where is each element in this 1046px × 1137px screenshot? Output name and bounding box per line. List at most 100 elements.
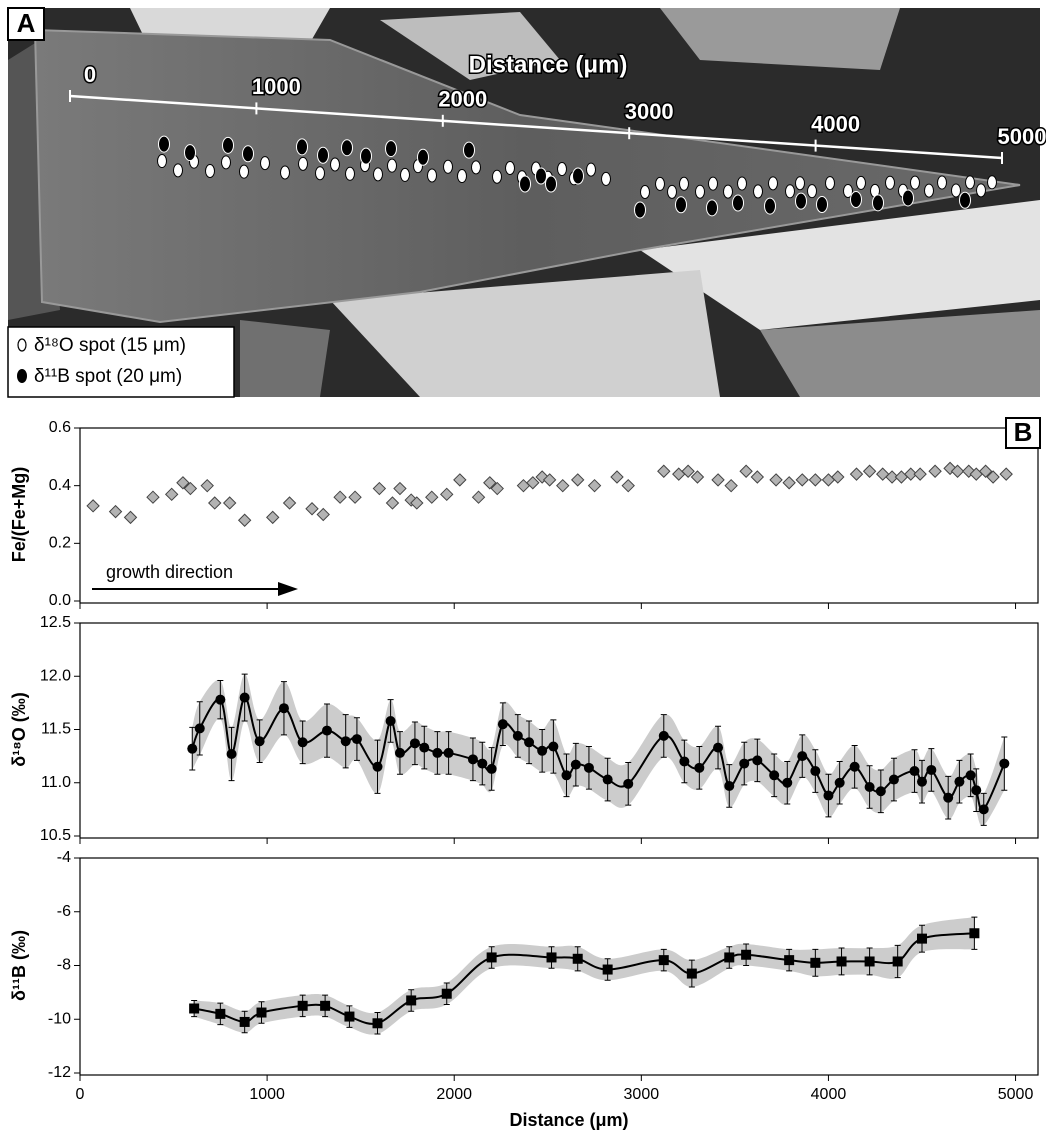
marker (679, 756, 689, 766)
y-tick-label: 12.0 (40, 667, 71, 684)
marker (267, 511, 279, 523)
y-tick-label: 0.2 (49, 535, 71, 552)
marker (87, 500, 99, 512)
x-tick-label: 0 (76, 1086, 85, 1103)
marker (865, 956, 875, 966)
marker (914, 468, 926, 480)
o-spot (316, 167, 325, 180)
y-tick-label: -12 (48, 1064, 71, 1081)
scale-label: 4000 (811, 111, 860, 136)
b-spot (536, 168, 547, 184)
marker (195, 723, 205, 733)
y-tick-label: 12.5 (40, 614, 71, 631)
marker (454, 474, 466, 486)
panel-label: A (17, 8, 36, 38)
y-axis-title: δ¹¹B (‰) (9, 930, 29, 1001)
marker (751, 471, 763, 483)
marker (239, 514, 251, 526)
o-spot (174, 164, 183, 177)
scale-label: 1000 (252, 74, 301, 99)
marker (147, 491, 159, 503)
o-spot (988, 176, 997, 189)
marker (725, 480, 737, 492)
o-spot (331, 158, 340, 171)
chart: 0.00.20.40.6Fe/(Fe+Mg)growth direction (9, 419, 1038, 609)
marker (865, 782, 875, 792)
marker (999, 759, 1009, 769)
marker (926, 765, 936, 775)
marker (477, 759, 487, 769)
marker (306, 503, 318, 515)
marker (386, 497, 398, 509)
marker (166, 488, 178, 500)
marker (783, 477, 795, 489)
marker (473, 491, 485, 503)
o-spot (401, 168, 410, 181)
b-spot (342, 140, 353, 156)
o-spot (724, 185, 733, 198)
marker (441, 488, 453, 500)
o-spot (668, 185, 677, 198)
marker (724, 952, 734, 962)
marker (406, 995, 416, 1005)
x-tick-label: 4000 (811, 1086, 847, 1103)
marker (557, 480, 569, 492)
marker (419, 743, 429, 753)
page: Distance (μm) A δ¹⁸O spot (15 μm) δ¹¹B s… (0, 0, 1046, 1137)
o-spot (558, 163, 567, 176)
scale-title: Distance (μm) (469, 51, 628, 78)
scale-label: 0 (84, 62, 96, 87)
marker (279, 703, 289, 713)
marker (659, 731, 669, 741)
marker (966, 770, 976, 780)
legend-label: δ¹¹B spot (20 μm) (34, 366, 182, 387)
o-spot (857, 176, 866, 189)
y-tick-label: -6 (57, 903, 71, 920)
marker (740, 465, 752, 477)
marker (201, 480, 213, 492)
marker (659, 955, 669, 965)
marker (694, 763, 704, 773)
marker (622, 480, 634, 492)
o-spot (240, 165, 249, 178)
marker (187, 744, 197, 754)
marker (623, 779, 633, 789)
o-spot (602, 172, 611, 185)
o-spot (472, 161, 481, 174)
marker (240, 693, 250, 703)
y-tick-label: 11.0 (41, 774, 71, 791)
marker (864, 465, 876, 477)
b-spot (635, 202, 646, 218)
marker (658, 465, 670, 477)
x-tick-label: 2000 (436, 1086, 472, 1103)
legend-icon (18, 339, 26, 351)
marker (741, 950, 751, 960)
o-spot (587, 163, 596, 176)
marker (712, 474, 724, 486)
marker (969, 928, 979, 938)
marker (752, 755, 762, 765)
marker (713, 743, 723, 753)
marker (835, 778, 845, 788)
b-spot (243, 146, 254, 162)
panel-a: Distance (μm) A δ¹⁸O spot (15 μm) δ¹¹B s… (8, 8, 1046, 397)
plot-frame (80, 623, 1038, 838)
marker (395, 748, 405, 758)
marker (770, 474, 782, 486)
marker (513, 731, 523, 741)
o-spot (281, 166, 290, 179)
b-spot (796, 193, 807, 209)
b-spot (520, 176, 531, 192)
o-spot (796, 177, 805, 190)
o-spot (158, 155, 167, 168)
marker (524, 737, 534, 747)
o-spot (299, 157, 308, 170)
marker (971, 785, 981, 795)
o-spot (952, 184, 961, 197)
scale-label: 2000 (438, 87, 487, 112)
o-spot (786, 185, 795, 198)
o-spot (346, 167, 355, 180)
y-tick-label: 0.4 (49, 477, 71, 494)
x-axis-title: Distance (μm) (509, 1110, 628, 1130)
o-spot (493, 170, 502, 183)
